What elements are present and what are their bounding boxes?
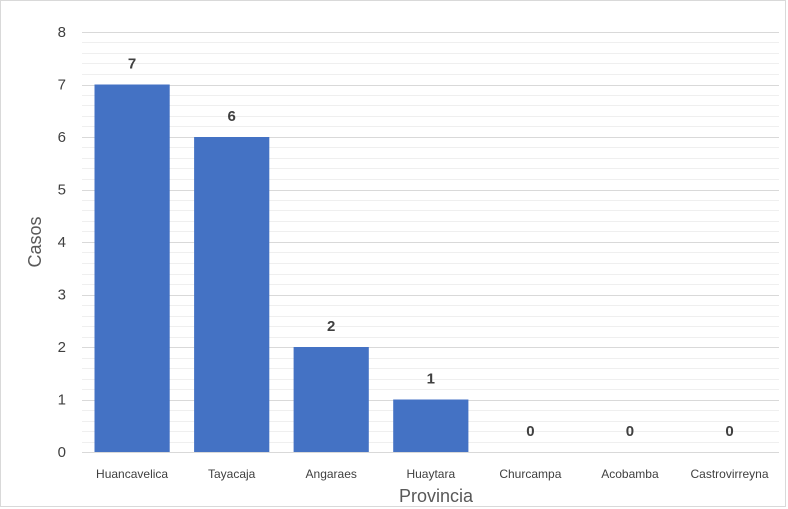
data-label: 0 [725,423,733,440]
data-label: 0 [526,423,534,440]
x-tick-label: Acobamba [601,467,659,481]
x-axis-title: Provincia [399,486,474,506]
x-tick-label: Castrovirreyna [690,467,768,481]
y-tick-label: 0 [58,444,66,461]
data-labels: 7 6 2 1 0 0 0 [128,56,734,441]
data-label: 0 [626,423,634,440]
x-axis-ticks: Huancavelica Tayacaja Angaraes Huaytara Chur… [96,467,769,481]
bar [94,84,170,452]
x-tick-label: Angaraes [306,467,357,481]
y-axis-title: Casos [25,216,45,267]
y-tick-label: 1 [58,392,66,409]
y-tick-label: 5 [58,182,66,199]
y-tick-label: 2 [58,339,66,356]
data-label: 7 [128,56,136,73]
data-label: 2 [327,318,335,335]
y-axis-ticks: 0 1 2 3 4 5 6 7 8 [58,24,66,461]
bar [293,347,369,452]
x-tick-label: Huancavelica [96,467,168,481]
data-label: 6 [227,108,235,125]
gridlines [82,32,779,453]
data-label: 1 [427,371,435,388]
x-tick-label: Huaytara [406,467,455,481]
bars [94,84,469,452]
bar [393,399,469,452]
bar [194,137,270,452]
y-tick-label: 6 [58,129,66,146]
x-tick-label: Churcampa [499,467,561,481]
y-tick-label: 7 [58,77,66,94]
y-tick-label: 4 [58,234,66,251]
x-tick-label: Tayacaja [208,467,256,481]
y-tick-label: 8 [58,24,66,41]
y-tick-label: 3 [58,287,66,304]
